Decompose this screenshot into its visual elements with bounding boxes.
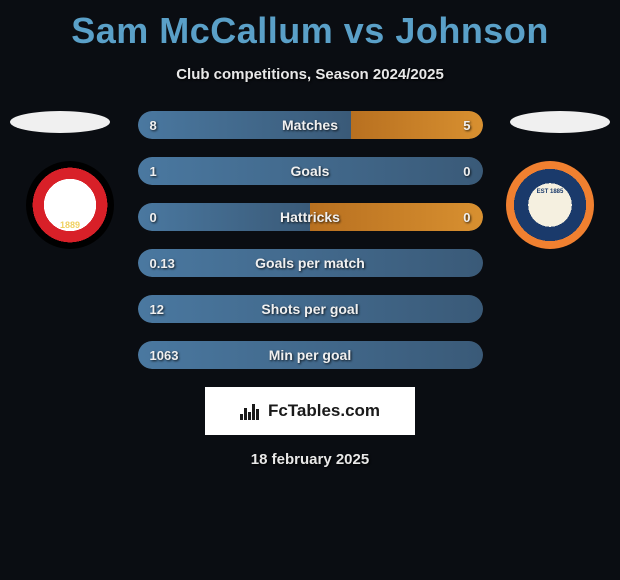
crest-right: EST 1885 (506, 161, 594, 249)
stat-label: Hattricks (138, 203, 483, 231)
crest-left: 1889 (26, 161, 114, 249)
stat-row: 0.13Goals per match (138, 249, 483, 277)
stat-label: Goals (138, 157, 483, 185)
stat-row: 10Goals (138, 157, 483, 185)
stat-label: Min per goal (138, 341, 483, 369)
stat-row: 1063Min per goal (138, 341, 483, 369)
stat-bars: 85Matches 10Goals 00Hattricks 0.13Goals per… (138, 111, 483, 369)
page-title: Sam McCallum vs Johnson (0, 0, 620, 52)
subtitle: Club competitions, Season 2024/2025 (0, 66, 620, 83)
flag-left (10, 111, 110, 133)
brand-text: FcTables.com (268, 401, 380, 421)
stat-row: 85Matches (138, 111, 483, 139)
comparison-content: 1889 EST 1885 85Matches 10Goals 00Hattrick… (0, 111, 620, 369)
brand-badge: FcTables.com (205, 387, 415, 435)
stat-label: Goals per match (138, 249, 483, 277)
stat-label: Matches (138, 111, 483, 139)
stat-label: Shots per goal (138, 295, 483, 323)
date-label: 18 february 2025 (0, 451, 620, 468)
stat-row: 12Shots per goal (138, 295, 483, 323)
flag-right (510, 111, 610, 133)
crest-right-est: EST 1885 (537, 189, 564, 196)
brand-bars-icon (240, 402, 262, 420)
crest-left-year: 1889 (60, 221, 80, 231)
stat-row: 00Hattricks (138, 203, 483, 231)
